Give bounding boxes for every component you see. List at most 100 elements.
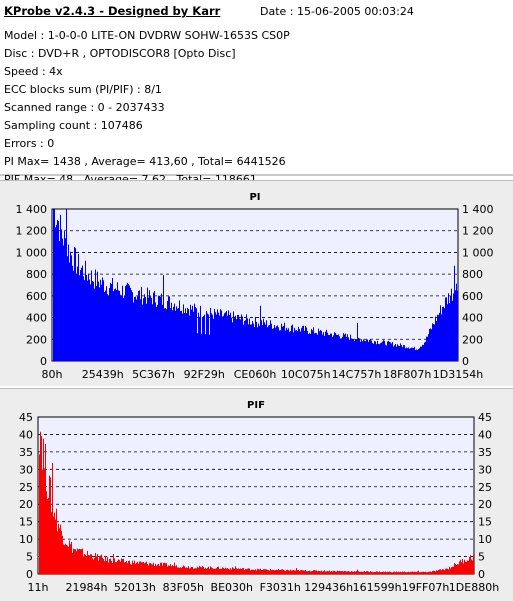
pif-data-bar [372,571,373,574]
pi-data-bar [276,326,277,361]
pif-data-bar [67,545,68,574]
pi-ytick-right-label: 200 [462,333,483,346]
pi-data-bar [145,297,146,361]
info-pi-stats: PI Max= 1438 , Average= 413,60 , Total= … [4,155,286,168]
pif-data-bar [223,567,224,574]
pi-data-bar [196,308,197,361]
pi-data-bar [251,324,252,361]
pif-data-bar [166,563,167,574]
pif-data-bar [280,569,281,574]
pif-data-bar [236,568,237,574]
pi-data-bar [204,314,205,361]
pif-data-bar [42,469,43,574]
pif-data-bar [214,568,215,574]
pif-data-bar [408,571,409,574]
pif-data-bar [409,572,410,574]
pif-data-bar [287,569,288,574]
pif-data-bar [305,569,306,574]
pif-data-bar [128,561,129,574]
pif-ytick-left-label: 40 [19,428,33,441]
pif-data-bar [213,568,214,574]
pi-data-bar [245,320,246,361]
pif-data-bar [64,545,65,574]
pif-data-bar [365,571,366,574]
pif-data-bar [178,567,179,574]
pi-data-bar [279,330,280,361]
pif-plot-area [37,416,475,575]
pi-data-bar [96,285,97,361]
pi-data-bar [70,251,71,361]
pi-data-bar [62,238,63,361]
pi-chart-panel: PI 0 0 200 200 400 400 600 600 800 800 1 000 1 000 1 … [0,180,513,386]
pif-data-bar [282,569,283,574]
pif-data-bar [101,554,102,574]
pif-ytick-right-label: 40 [478,428,492,441]
pi-data-bar [189,315,190,361]
pif-data-bar [147,564,148,574]
pi-data-bar [263,318,264,361]
pif-chart: PIF 0 0 5 5 10 10 15 15 20 20 25 25 30 30 35 35 40 40 45 45 1… [19,400,499,594]
pi-data-bar [332,337,333,361]
pi-data-bar [369,339,370,361]
pif-data-bar [311,571,312,574]
pi-data-bar [85,260,86,361]
pi-data-bar [256,321,257,361]
pi-data-bar [64,231,65,361]
pi-data-bar [286,327,287,361]
pif-data-bar [472,560,473,574]
pif-data-bar [46,491,47,574]
pif-data-bar [72,552,73,574]
pi-data-bar [437,314,438,361]
pif-data-bar [300,570,301,574]
pif-data-bar [319,570,320,574]
pif-data-bar [200,566,201,574]
pi-data-bar [150,295,151,361]
pi-data-bar [307,331,308,361]
pi-xtick-label: 25439h [82,368,124,381]
pi-data-bar [223,315,224,361]
pi-data-bar [447,304,448,361]
pif-data-bar [240,568,241,574]
pif-data-bar [414,571,415,574]
pif-data-bar [50,477,51,574]
pi-data-bar [399,346,400,361]
pif-data-bar [400,571,401,574]
info-speed: Speed : 4x [4,65,63,78]
pi-data-bar [288,328,289,361]
pi-data-bar [127,282,128,361]
pi-data-bar [188,309,189,361]
pif-data-bar [393,571,394,574]
pif-data-bar [358,571,359,574]
pif-data-bar [451,567,452,574]
pif-data-bar [395,572,396,574]
pif-data-bar [161,562,162,574]
pif-data-bar [65,543,66,574]
pif-data-bar [294,570,295,574]
pif-data-bar [362,571,363,574]
pi-data-bar [457,290,458,361]
pi-data-bar [109,288,110,361]
pi-data-bar [260,305,261,361]
pi-data-bar [278,327,279,361]
pif-data-bar [266,569,267,574]
pif-data-bar [100,555,101,574]
pi-data-bar [255,316,256,361]
pi-data-bar [436,320,437,361]
pi-data-bar [240,319,241,361]
pif-data-bar [256,570,257,574]
pi-data-bar [129,285,130,361]
pif-data-bar [239,569,240,574]
pif-data-bar [267,569,268,574]
pi-data-bar [441,314,442,361]
pi-chart-title: PI [249,192,260,203]
pi-data-bar [66,209,67,361]
pif-data-bar [296,567,297,574]
pif-data-bar [228,568,229,574]
pif-data-bar [446,568,447,574]
pif-data-bar [55,519,56,574]
pi-data-bar [98,281,99,361]
pif-data-bar [221,568,222,574]
pi-data-bar [160,296,161,361]
pi-data-bar [58,221,59,361]
pif-xtick-label: 161599h [353,581,402,594]
